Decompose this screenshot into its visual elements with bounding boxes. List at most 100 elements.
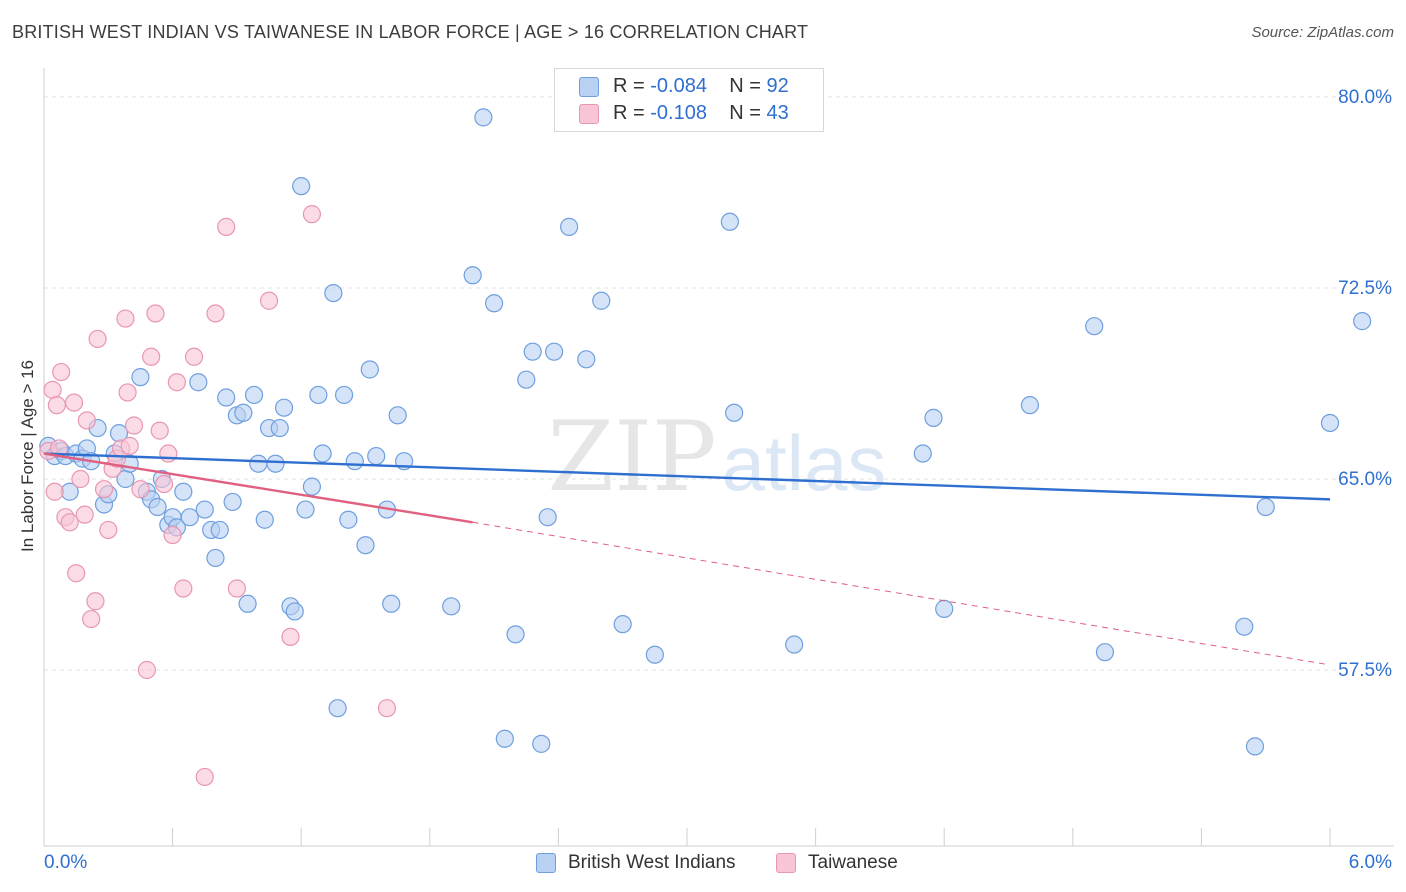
point-taiwanese	[75, 505, 94, 524]
point-british-west-indians	[356, 536, 375, 555]
point-taiwanese	[217, 217, 236, 236]
point-british-west-indians	[234, 403, 253, 422]
point-british-west-indians	[302, 477, 322, 496]
bottom-legend-label: Taiwanese	[808, 852, 898, 873]
point-british-west-indians	[148, 497, 167, 517]
bottom-legend-swatch-blue	[536, 853, 556, 873]
point-british-west-indians	[1235, 617, 1254, 636]
y-tick-label-72-5: 72.5%	[1338, 278, 1392, 299]
y-tick-label-57-5: 57.5%	[1338, 660, 1392, 681]
bottom-legend-swatch-pink	[776, 853, 796, 873]
point-taiwanese	[142, 347, 161, 366]
point-taiwanese	[150, 421, 169, 440]
point-british-west-indians	[131, 368, 150, 387]
point-british-west-indians	[210, 520, 229, 540]
point-british-west-indians	[538, 508, 557, 527]
point-taiwanese	[82, 609, 101, 629]
point-taiwanese	[47, 396, 66, 415]
point-british-west-indians	[324, 283, 343, 303]
trend-line-british-west-indians	[43, 452, 1331, 501]
source-label: Source: ZipAtlas.com	[1251, 24, 1394, 41]
watermark-atlas: atlas	[722, 419, 887, 507]
point-taiwanese	[195, 767, 214, 787]
point-taiwanese	[64, 393, 84, 412]
point-taiwanese	[159, 444, 178, 463]
point-british-west-indians	[285, 602, 304, 621]
point-british-west-indians	[328, 699, 347, 718]
legend-n-value: 43	[766, 102, 789, 124]
trend-line-taiwanese	[43, 452, 473, 524]
legend-swatch-blue	[579, 77, 599, 97]
point-british-west-indians	[223, 492, 242, 512]
point-british-west-indians	[1095, 643, 1115, 662]
trend-line-taiwanese-extension	[472, 521, 1331, 666]
trend-lines	[43, 452, 1331, 666]
point-taiwanese	[52, 362, 71, 382]
point-taiwanese	[281, 627, 300, 646]
point-british-west-indians	[255, 510, 274, 529]
watermark-zip: ZIP	[547, 401, 716, 513]
series-taiwanese	[39, 205, 397, 787]
point-british-west-indians	[523, 342, 542, 361]
point-taiwanese	[137, 660, 156, 680]
point-taiwanese	[71, 469, 90, 489]
point-british-west-indians	[189, 373, 208, 392]
point-taiwanese	[124, 416, 144, 435]
y-tick-label-65: 65.0%	[1338, 469, 1392, 490]
point-british-west-indians	[360, 360, 379, 379]
point-taiwanese	[184, 347, 204, 366]
x-tick-label-max: 6.0%	[1348, 852, 1392, 873]
point-taiwanese	[120, 436, 139, 455]
legend-swatch-pink	[579, 104, 599, 124]
legend-r-value: -0.108	[650, 102, 707, 124]
point-taiwanese	[206, 304, 225, 323]
point-british-west-indians	[1245, 737, 1265, 756]
point-british-west-indians	[367, 446, 386, 466]
watermark: ZIP atlas	[547, 401, 886, 513]
point-british-west-indians	[1256, 497, 1275, 517]
bottom-legend-label: British West Indians	[568, 852, 736, 873]
point-taiwanese	[88, 329, 107, 349]
point-british-west-indians	[292, 177, 311, 196]
point-british-west-indians	[442, 597, 461, 616]
point-british-west-indians	[913, 444, 932, 463]
point-taiwanese	[377, 699, 397, 718]
point-taiwanese	[154, 474, 174, 494]
point-british-west-indians	[924, 408, 943, 427]
point-british-west-indians	[238, 594, 257, 613]
point-british-west-indians	[244, 385, 264, 405]
point-british-west-indians	[266, 454, 285, 473]
point-british-west-indians	[345, 452, 364, 471]
point-british-west-indians	[577, 350, 596, 369]
point-british-west-indians	[506, 625, 525, 644]
point-british-west-indians	[388, 406, 407, 425]
point-british-west-indians	[532, 734, 551, 753]
point-british-west-indians	[195, 500, 214, 519]
point-taiwanese	[86, 592, 105, 611]
point-british-west-indians	[1020, 396, 1040, 415]
point-british-west-indians	[274, 398, 294, 417]
legend-n-label: N =	[729, 102, 761, 124]
point-british-west-indians	[720, 212, 739, 231]
point-taiwanese	[174, 579, 193, 598]
legend-n-label: N =	[729, 75, 761, 97]
point-british-west-indians	[180, 508, 199, 527]
x-tick-label-min: 0.0%	[44, 852, 88, 873]
point-taiwanese	[60, 513, 79, 532]
series-british-west-indians	[39, 108, 1372, 756]
point-british-west-indians	[206, 548, 225, 568]
point-taiwanese	[77, 411, 96, 430]
point-british-west-indians	[613, 615, 632, 634]
point-british-west-indians	[174, 482, 193, 501]
legend-n-value: 92	[766, 75, 789, 97]
point-taiwanese	[116, 309, 135, 328]
point-taiwanese	[131, 480, 150, 499]
point-taiwanese	[146, 304, 165, 323]
point-british-west-indians	[645, 645, 664, 664]
point-british-west-indians	[485, 294, 504, 313]
legend-r-label: R =	[613, 102, 645, 124]
point-british-west-indians	[313, 444, 332, 463]
point-british-west-indians	[309, 385, 328, 405]
point-british-west-indians	[517, 370, 536, 389]
